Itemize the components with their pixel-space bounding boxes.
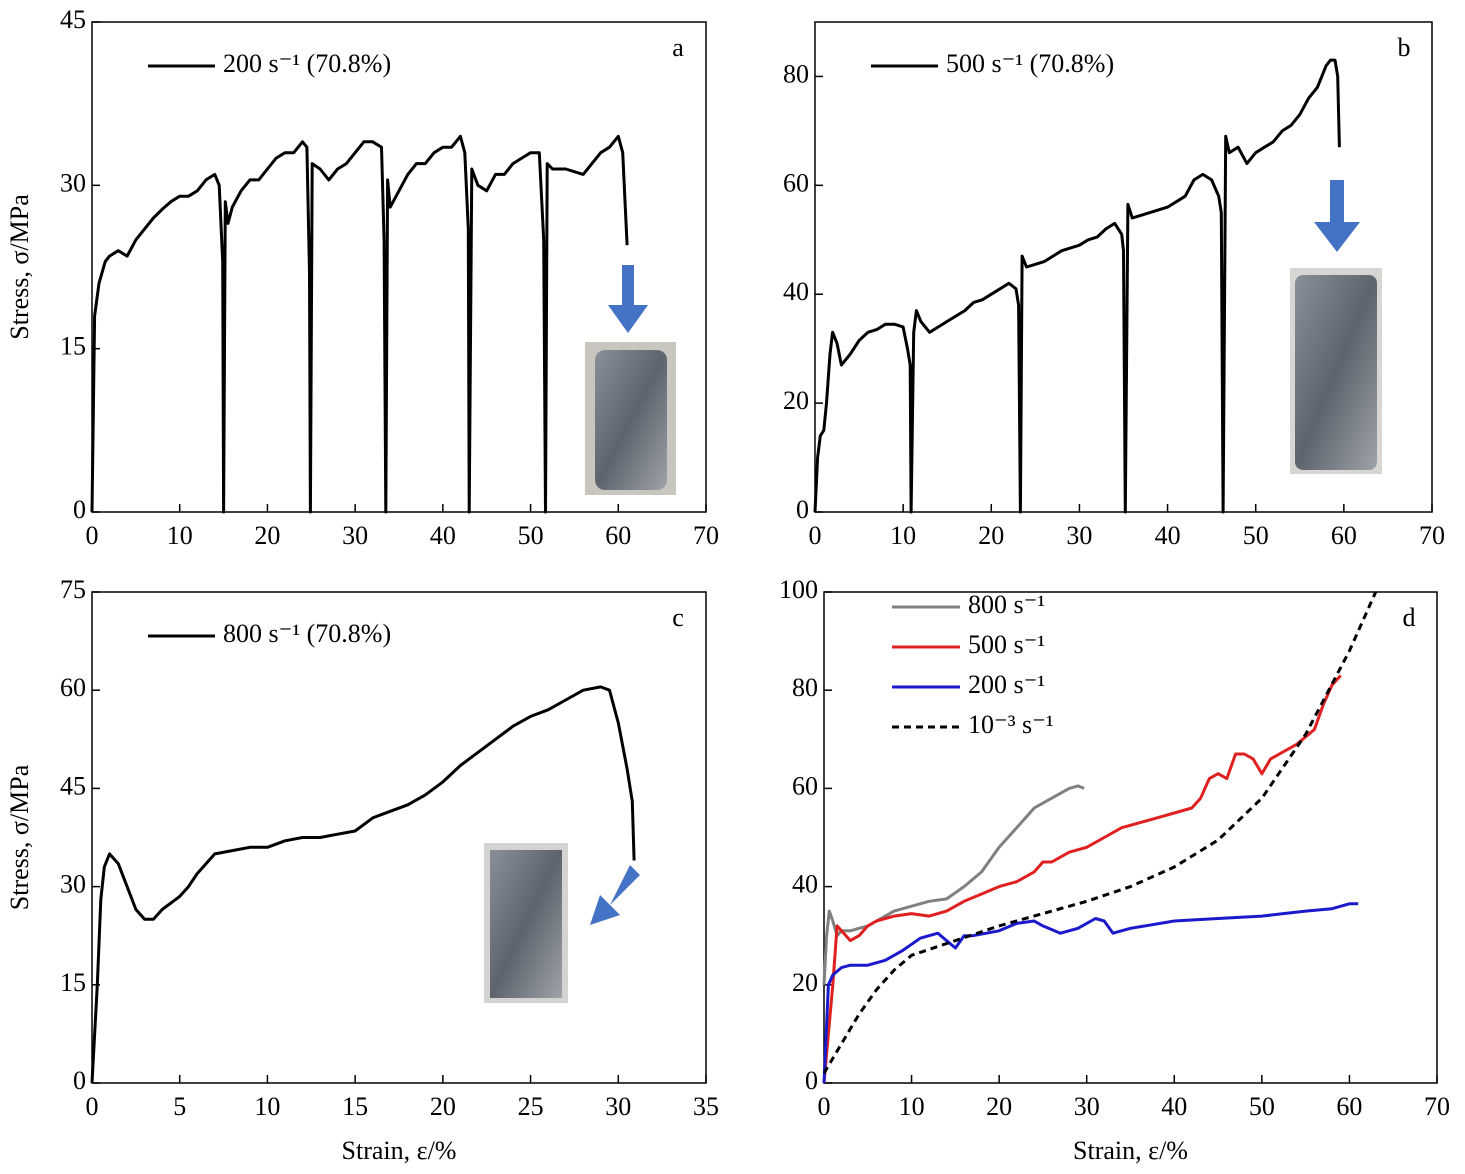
x-axis-label: Strain, ε/%	[1073, 1136, 1188, 1165]
arrow	[608, 265, 648, 333]
y-tick-label: 60	[60, 673, 86, 702]
x-tick-label: 10	[167, 521, 193, 550]
y-tick-label: 20	[783, 386, 809, 415]
y-tick-label: 20	[792, 968, 818, 997]
specimen-photo	[490, 850, 562, 998]
y-tick-label: 30	[60, 168, 86, 197]
x-tick-label: 30	[605, 1092, 631, 1121]
arrow	[1314, 180, 1360, 252]
x-tick-label: 20	[430, 1092, 456, 1121]
specimen-photo	[1295, 275, 1377, 470]
series-line	[822, 674, 1342, 1084]
x-tick-label: 50	[518, 521, 544, 550]
panel-letter: a	[672, 33, 684, 62]
x-tick-label: 15	[342, 1092, 368, 1121]
plot-frame	[814, 21, 1433, 513]
x-tick-label: 40	[1161, 1092, 1187, 1121]
x-tick-label: 40	[1155, 521, 1181, 550]
x-axis-label: Strain, ε/%	[342, 1136, 457, 1165]
legend-label: 10⁻³ s⁻¹	[968, 710, 1054, 739]
plot-frame	[91, 591, 707, 1084]
x-tick-label: 10	[899, 1092, 925, 1121]
x-tick-label: 0	[818, 1092, 831, 1121]
series-line	[90, 685, 636, 1084]
x-tick-label: 50	[1243, 521, 1269, 550]
y-axis-label: Stress, σ/MPa	[5, 764, 34, 910]
x-tick-label: 20	[978, 521, 1004, 550]
y-tick-label: 75	[60, 575, 86, 604]
y-axis-label: Stress, σ/MPa	[5, 194, 34, 340]
y-tick-label: 100	[779, 575, 818, 604]
x-tick-label: 20	[986, 1092, 1012, 1121]
x-tick-label: 30	[1066, 521, 1092, 550]
x-tick-label: 30	[342, 521, 368, 550]
legend-label: 200 s⁻¹ (70.8%)	[223, 49, 391, 78]
y-tick-label: 15	[60, 968, 86, 997]
y-tick-label: 60	[783, 168, 809, 197]
plot-frame	[91, 21, 707, 513]
panel-letter: d	[1403, 603, 1416, 632]
y-tick-label: 80	[792, 673, 818, 702]
x-tick-label: 5	[173, 1092, 186, 1121]
x-tick-label: 70	[1424, 1092, 1450, 1121]
series-line	[822, 591, 1378, 1074]
y-tick-label: 0	[805, 1066, 818, 1095]
inset-photos	[484, 180, 1382, 1003]
panel: 0 10 20 30 40 50 60 70 0 20 40 60 80 b 500 s⁻¹ (70.8%)	[783, 21, 1445, 550]
legend-label: 500 s⁻¹	[968, 630, 1045, 659]
arrow	[590, 865, 640, 925]
series-line	[822, 902, 1359, 1084]
series-line	[813, 58, 1341, 514]
y-tick-label: 80	[783, 59, 809, 88]
x-tick-label: 40	[430, 521, 456, 550]
x-tick-label: 70	[1419, 521, 1445, 550]
panel-letter: b	[1398, 33, 1411, 62]
legend-label: 800 s⁻¹ (70.8%)	[223, 619, 391, 648]
panel: 0 10 20 30 40 50 60 70 0 20 40 60 80 100 Strain, ε/% d 8…	[779, 575, 1450, 1165]
x-tick-label: 10	[254, 1092, 280, 1121]
y-tick-label: 40	[783, 277, 809, 306]
legend-label: 200 s⁻¹	[968, 670, 1045, 699]
x-tick-label: 70	[693, 521, 719, 550]
y-tick-label: 0	[796, 495, 809, 524]
x-tick-label: 0	[86, 1092, 99, 1121]
x-tick-label: 60	[1336, 1092, 1362, 1121]
panel: 0 10 20 30 40 50 60 70 0 15 30 45 Stress, σ/MPa a 200 …	[5, 5, 719, 550]
x-tick-label: 35	[693, 1092, 719, 1121]
y-tick-label: 0	[73, 495, 86, 524]
x-tick-label: 0	[86, 521, 99, 550]
x-tick-label: 20	[254, 521, 280, 550]
panel-letter: c	[672, 603, 684, 632]
panel: 0 5 10 15 20 25 30 35 0 15 30 45 60 75 Stress, σ/MPa St…	[5, 575, 719, 1165]
plot-frame	[823, 591, 1438, 1084]
y-tick-label: 45	[60, 5, 86, 34]
y-tick-label: 15	[60, 332, 86, 361]
x-tick-label: 60	[605, 521, 631, 550]
y-tick-label: 40	[792, 870, 818, 899]
series-line	[90, 134, 629, 514]
x-tick-label: 50	[1249, 1092, 1275, 1121]
y-tick-label: 45	[60, 771, 86, 800]
x-tick-label: 10	[890, 521, 916, 550]
y-tick-label: 60	[792, 771, 818, 800]
y-tick-label: 0	[73, 1066, 86, 1095]
x-tick-label: 60	[1331, 521, 1357, 550]
y-tick-label: 30	[60, 870, 86, 899]
legend-label: 500 s⁻¹ (70.8%)	[946, 49, 1114, 78]
series-line	[822, 784, 1085, 985]
legend-label: 800 s⁻¹	[968, 590, 1045, 619]
x-tick-label: 0	[809, 521, 822, 550]
x-tick-label: 30	[1074, 1092, 1100, 1121]
specimen-photo	[595, 350, 667, 490]
x-tick-label: 25	[518, 1092, 544, 1121]
